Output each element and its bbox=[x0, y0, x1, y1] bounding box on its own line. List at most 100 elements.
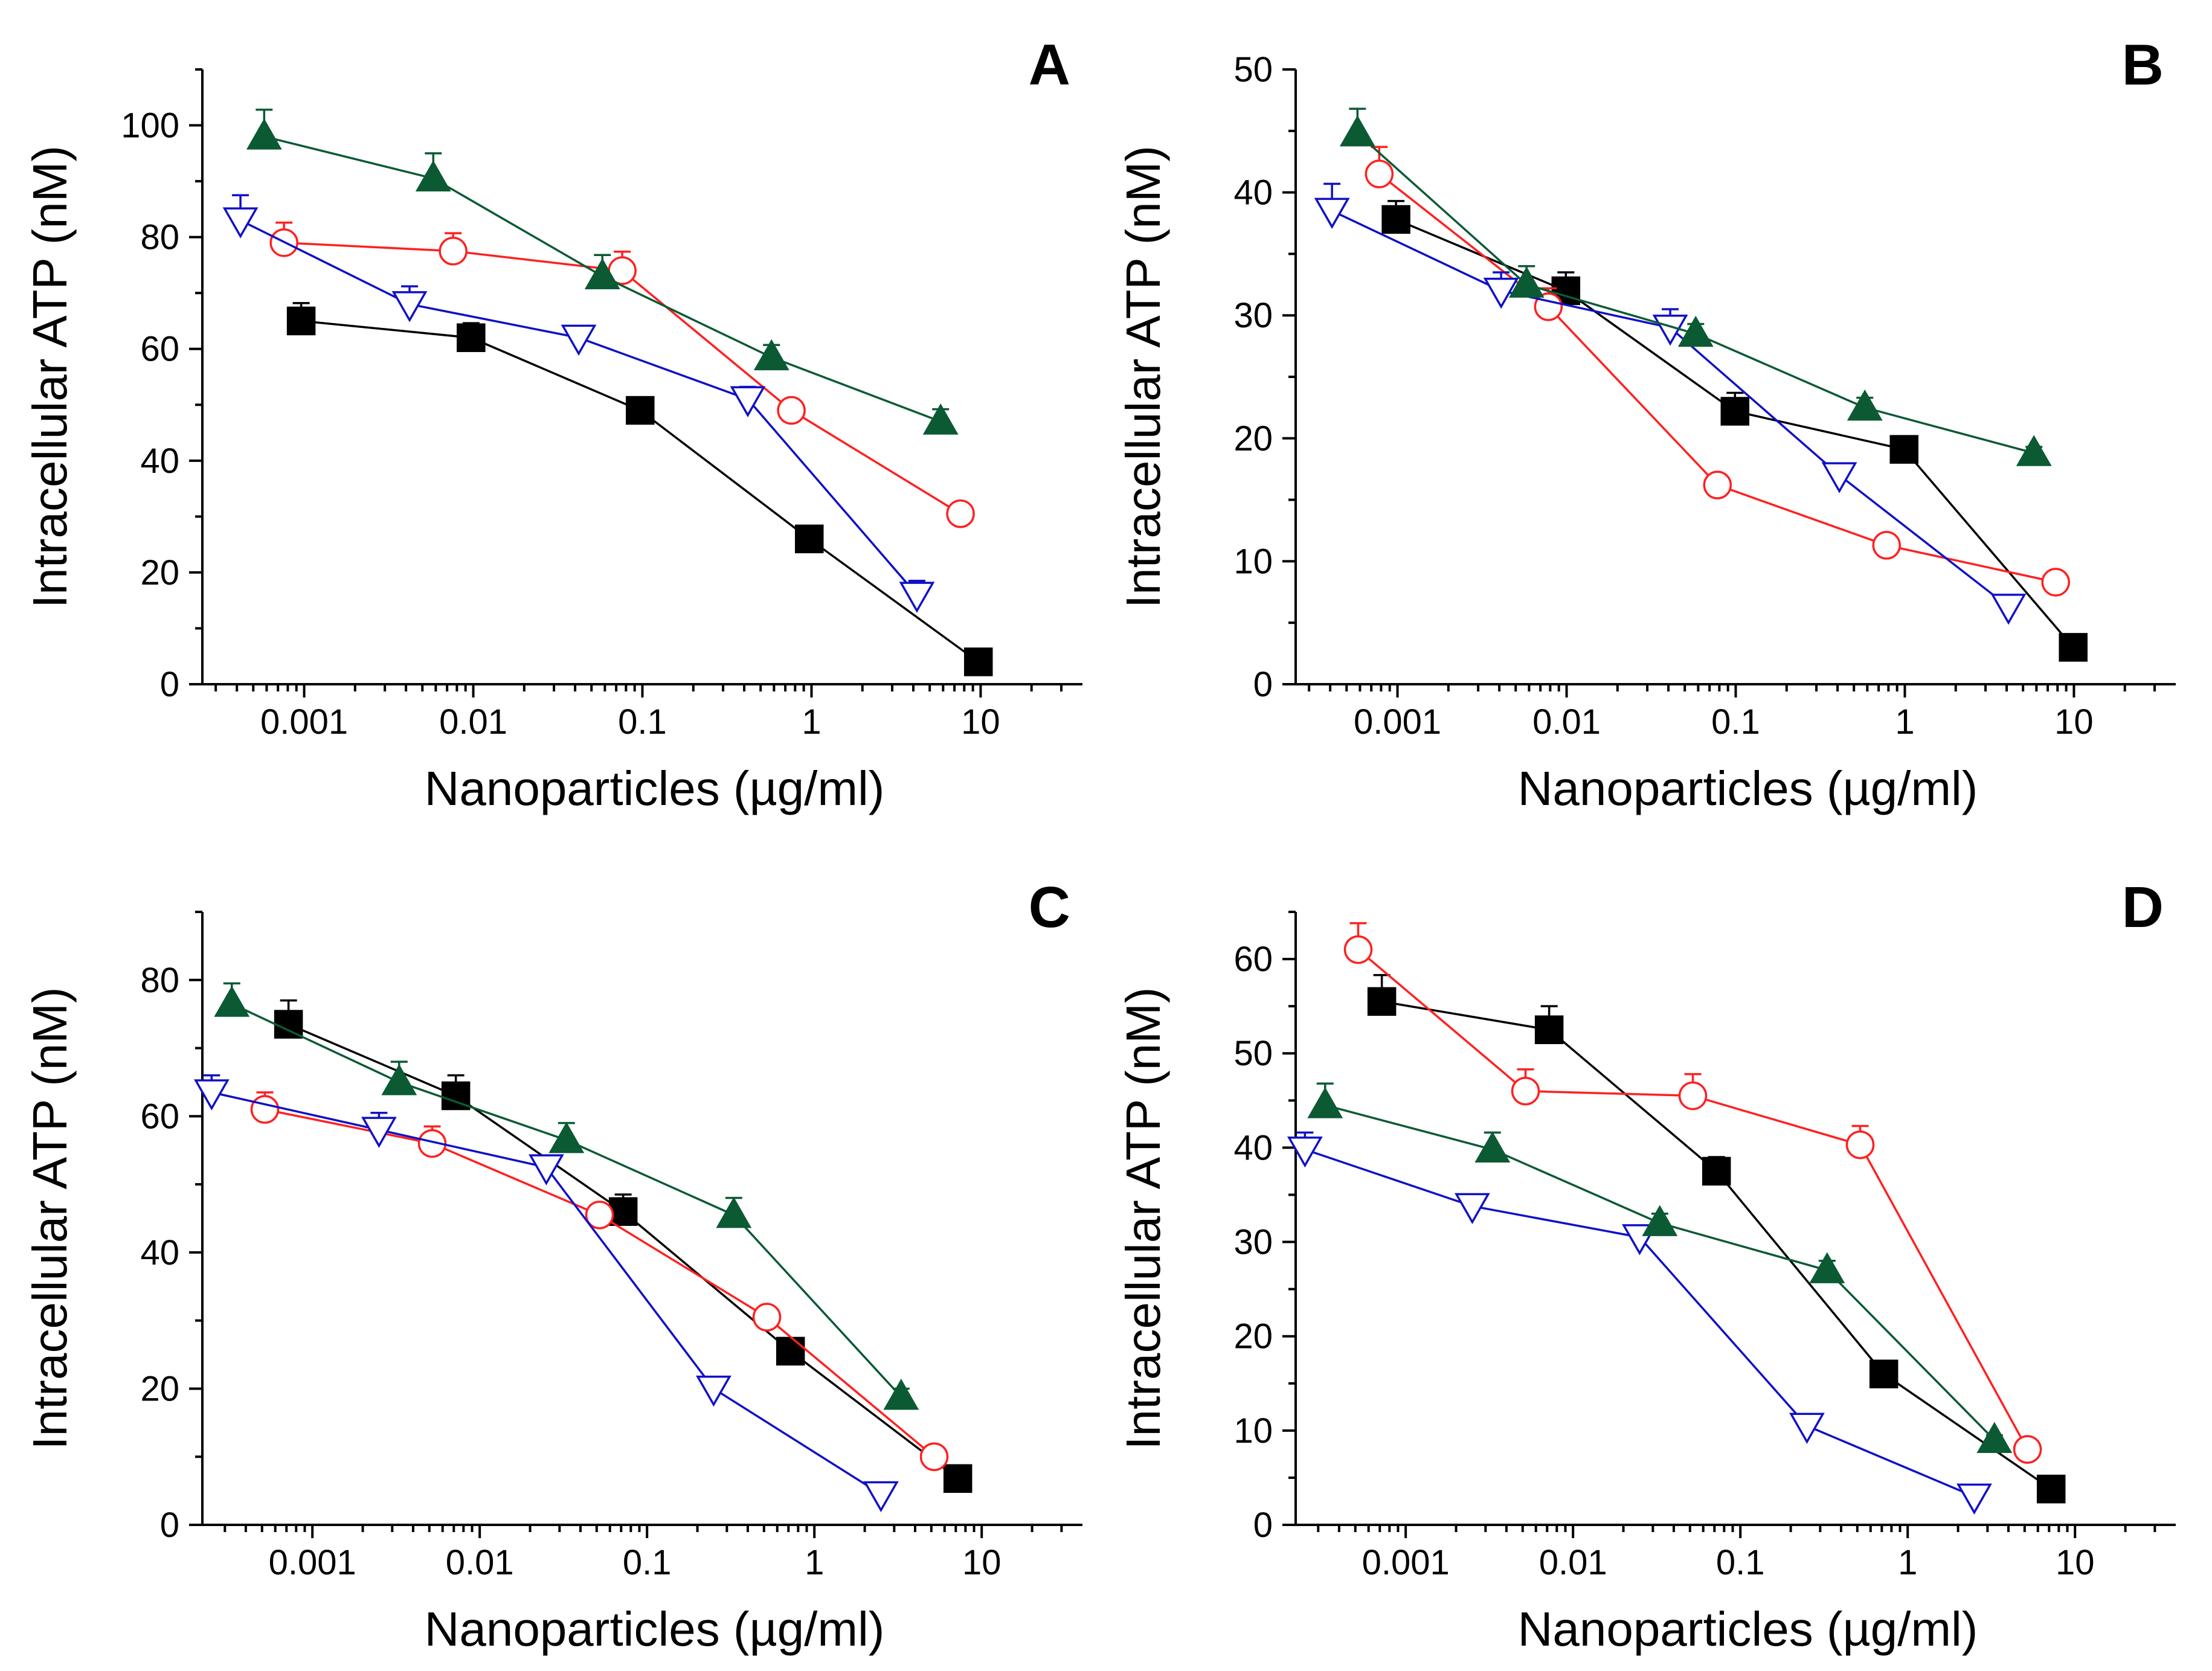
series-black-square bbox=[1367, 973, 2066, 1504]
x-tick-label: 0.001 bbox=[269, 1543, 356, 1582]
data-point-black-square bbox=[608, 1197, 638, 1226]
y-tick-label: 20 bbox=[140, 1369, 179, 1408]
data-point-blue-down-triangle bbox=[1956, 1483, 1992, 1515]
panel-a: 0 20 40 60 80 100 0.001 0.01 0.1 1 10 Nanoparticles… bbox=[23, 33, 1082, 815]
data-point-green-up-triangle bbox=[883, 1379, 919, 1410]
data-point-red-circle bbox=[250, 1095, 280, 1124]
data-point-blue-down-triangle bbox=[561, 324, 597, 356]
data-point-green-up-triangle bbox=[716, 1196, 752, 1228]
data-point-black-square bbox=[1702, 1156, 1731, 1186]
series-line-green-up-triangle bbox=[1325, 1104, 1996, 1441]
x-tick-label: 0.1 bbox=[1711, 702, 1760, 742]
panel-d: 0 10 20 30 40 50 60 0.001 0.01 0.1 1 10 Nanoparticle… bbox=[1116, 875, 2176, 1656]
x-tick-label: 1 bbox=[805, 1543, 824, 1582]
data-point-blue-down-triangle bbox=[1314, 197, 1350, 229]
data-point-green-up-triangle bbox=[584, 258, 620, 289]
data-point-blue-down-triangle bbox=[1483, 277, 1519, 309]
series-red-circle bbox=[1365, 146, 2070, 597]
series-black-square bbox=[286, 302, 993, 676]
x-tick-label: 10 bbox=[961, 702, 1000, 742]
data-point-green-up-triangle bbox=[1474, 1131, 1511, 1163]
data-point-red-circle bbox=[417, 1129, 447, 1158]
data-point-black-square bbox=[2059, 633, 2088, 662]
x-tick-label: 0.01 bbox=[1532, 702, 1601, 742]
series-blue-down-triangle bbox=[1287, 1131, 1992, 1515]
x-tick-label: 0.001 bbox=[1354, 702, 1441, 742]
series-line-blue-down-triangle bbox=[1331, 210, 2010, 608]
y-tick-label: 30 bbox=[1233, 1223, 1273, 1262]
data-point-black-square bbox=[1869, 1359, 1899, 1388]
panel-letter: D bbox=[2122, 875, 2164, 940]
data-point-black-square bbox=[1367, 987, 1397, 1016]
y-tick-label: 10 bbox=[1233, 542, 1273, 581]
data-point-red-circle bbox=[2013, 1435, 2042, 1464]
data-point-red-circle bbox=[439, 237, 468, 266]
x-tick-label: 0.001 bbox=[1362, 1543, 1450, 1582]
data-point-blue-down-triangle bbox=[391, 291, 428, 322]
data-point-red-circle bbox=[1343, 935, 1373, 964]
x-tick-label: 1 bbox=[1898, 1543, 1917, 1582]
x-tick-label: 1 bbox=[802, 702, 821, 742]
data-point-red-circle bbox=[919, 1442, 949, 1471]
y-tick-label: 20 bbox=[1233, 419, 1273, 458]
x-tick-label: 1 bbox=[1895, 702, 1914, 742]
series-red-circle bbox=[269, 221, 975, 528]
series-black-square bbox=[274, 999, 973, 1493]
y-tick-label: 10 bbox=[1233, 1411, 1273, 1451]
data-point-blue-down-triangle bbox=[863, 1481, 899, 1513]
data-point-blue-down-triangle bbox=[1821, 462, 1857, 493]
data-point-green-up-triangle bbox=[753, 339, 789, 371]
data-point-green-up-triangle bbox=[1508, 266, 1545, 298]
data-point-blue-down-triangle bbox=[1789, 1413, 1825, 1444]
series-line-red-circle bbox=[265, 1108, 935, 1458]
data-point-red-circle bbox=[777, 396, 806, 425]
y-tick-label: 0 bbox=[1253, 1506, 1273, 1545]
series-red-circle bbox=[1343, 922, 2042, 1464]
series-line-black-square bbox=[1381, 1000, 2052, 1490]
x-tick-label: 0.01 bbox=[446, 1543, 514, 1582]
y-tick-label: 100 bbox=[121, 106, 179, 146]
data-point-blue-down-triangle bbox=[193, 1079, 230, 1111]
series-line-black-square bbox=[301, 319, 979, 663]
x-axis-title: Nanoparticles (µg/ml) bbox=[425, 1602, 885, 1656]
x-tick-label: 10 bbox=[2056, 1543, 2095, 1582]
data-point-blue-down-triangle bbox=[899, 582, 935, 613]
data-point-red-circle bbox=[1365, 159, 1394, 188]
panel-letter: B bbox=[2122, 33, 2164, 97]
x-tick-label: 0.001 bbox=[260, 702, 348, 742]
series-green-up-triangle bbox=[214, 982, 919, 1410]
data-point-green-up-triangle bbox=[2016, 435, 2052, 466]
data-point-green-up-triangle bbox=[1809, 1252, 1845, 1283]
y-tick-label: 80 bbox=[140, 961, 179, 1000]
data-point-blue-down-triangle bbox=[730, 386, 766, 417]
y-tick-label: 60 bbox=[1233, 940, 1273, 979]
series-green-up-triangle bbox=[1339, 107, 2052, 466]
data-point-red-circle bbox=[1872, 531, 1902, 560]
data-point-blue-down-triangle bbox=[1454, 1193, 1490, 1225]
data-point-green-up-triangle bbox=[214, 986, 250, 1017]
data-point-green-up-triangle bbox=[246, 118, 282, 150]
x-axis-title: Nanoparticles (µg/ml) bbox=[1518, 1602, 1978, 1656]
x-tick-label: 0.1 bbox=[623, 1543, 672, 1582]
data-point-black-square bbox=[286, 306, 316, 336]
y-tick-label: 40 bbox=[140, 1233, 179, 1272]
data-point-black-square bbox=[1720, 397, 1750, 426]
y-tick-label: 40 bbox=[140, 441, 179, 481]
series-line-blue-down-triangle bbox=[211, 1091, 882, 1495]
y-axis-title: Intracellular ATP (nM) bbox=[23, 146, 77, 608]
data-point-green-up-triangle bbox=[1642, 1205, 1678, 1236]
data-point-red-circle bbox=[1845, 1130, 1875, 1159]
data-point-black-square bbox=[1889, 435, 1918, 464]
data-point-green-up-triangle bbox=[548, 1121, 585, 1153]
x-tick-label: 0.01 bbox=[1539, 1543, 1607, 1582]
data-point-black-square bbox=[795, 524, 824, 554]
y-axis-title: Intracellular ATP (nM) bbox=[1116, 987, 1170, 1449]
data-point-green-up-triangle bbox=[1677, 315, 1714, 347]
data-point-green-up-triangle bbox=[1976, 1422, 2013, 1454]
y-tick-label: 60 bbox=[140, 330, 179, 369]
y-tick-label: 50 bbox=[1233, 50, 1273, 89]
x-axis-title: Nanoparticles (µg/ml) bbox=[425, 762, 885, 815]
data-point-black-square bbox=[963, 647, 993, 676]
series-line-green-up-triangle bbox=[1357, 132, 2034, 454]
